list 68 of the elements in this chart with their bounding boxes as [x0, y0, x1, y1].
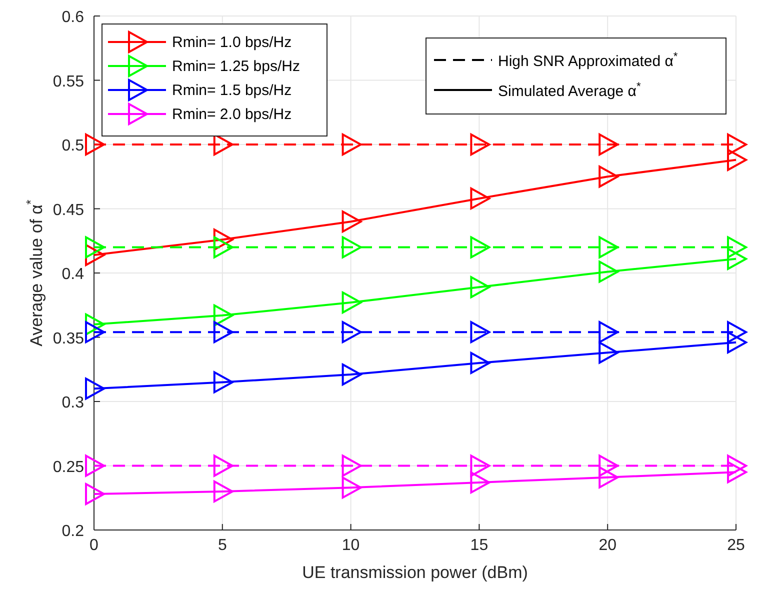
point: [470, 321, 490, 344]
annotation: Simulated Average α$^{*}$: [498, 81, 642, 100]
y-tick-label: 0.4: [62, 266, 84, 283]
y-tick-label: 0.3: [62, 394, 84, 412]
x-axis-title: UE transmission power (dBm): [302, 563, 528, 582]
point: [85, 236, 105, 258]
point: [470, 276, 490, 298]
point: [213, 371, 234, 394]
point: [342, 210, 362, 233]
x-tick-label: 20: [598, 537, 617, 554]
legend-label: Rmin= 1.0 bps/Hz: [172, 34, 292, 51]
point: [598, 134, 619, 156]
legend-label: Rmin= 1.5 bps/Hz: [172, 82, 292, 99]
point: [342, 454, 362, 477]
style-key: High SNR Approximated α$^{*}$ Simulated Average α$^{*}$: [426, 38, 726, 114]
point: [342, 364, 362, 386]
point: [342, 321, 362, 344]
point: [342, 476, 362, 499]
point: [342, 292, 362, 314]
point: [213, 236, 234, 258]
point: [342, 236, 362, 258]
x-tick-label: 0: [90, 537, 99, 554]
point: [470, 471, 490, 494]
point: [213, 304, 234, 326]
point: [727, 461, 747, 484]
point: [470, 236, 490, 258]
point: [213, 480, 234, 502]
y-tick-label: 0.25: [52, 458, 84, 476]
point: [727, 321, 747, 344]
point: [470, 187, 490, 210]
y-tick-label: 0.55: [52, 73, 84, 90]
point: [342, 134, 362, 156]
point: [213, 321, 234, 344]
x-tick-label: 25: [727, 537, 745, 554]
point: [85, 454, 105, 477]
point: [727, 134, 747, 156]
point: [85, 378, 105, 400]
point: [85, 321, 105, 344]
point: [213, 454, 234, 477]
point: [727, 248, 747, 270]
point: [727, 236, 747, 258]
annotation: High SNR Approximated α$^{*}$: [498, 51, 678, 70]
point: [470, 352, 490, 374]
y-tick-label: 0.35: [52, 330, 84, 348]
point: [727, 331, 747, 354]
legend-label: Rmin= 2.0 bps/Hz: [172, 106, 292, 123]
point: [598, 166, 619, 188]
point: [598, 260, 619, 283]
point: [598, 321, 619, 344]
y-tick-label: 0.2: [62, 523, 84, 540]
point: [470, 454, 490, 477]
y-tick-label: 0.45: [52, 202, 84, 219]
point: [727, 148, 747, 171]
point: [85, 134, 105, 156]
point: [598, 236, 619, 258]
y-tick-label: 0.5: [62, 138, 84, 154]
x-tick-label: 10: [342, 537, 360, 554]
y-tick-label: 0.6: [62, 9, 84, 26]
point: [727, 454, 747, 477]
point: [470, 134, 490, 156]
point: [598, 466, 619, 488]
point: [598, 342, 619, 364]
x-tick-label: 15: [470, 537, 488, 554]
x-tick-label: 5: [218, 537, 227, 554]
point: [85, 483, 105, 506]
point: [598, 454, 619, 477]
legend-label: Rmin= 1.25 bps/Hz: [172, 58, 300, 75]
point: [85, 313, 105, 336]
